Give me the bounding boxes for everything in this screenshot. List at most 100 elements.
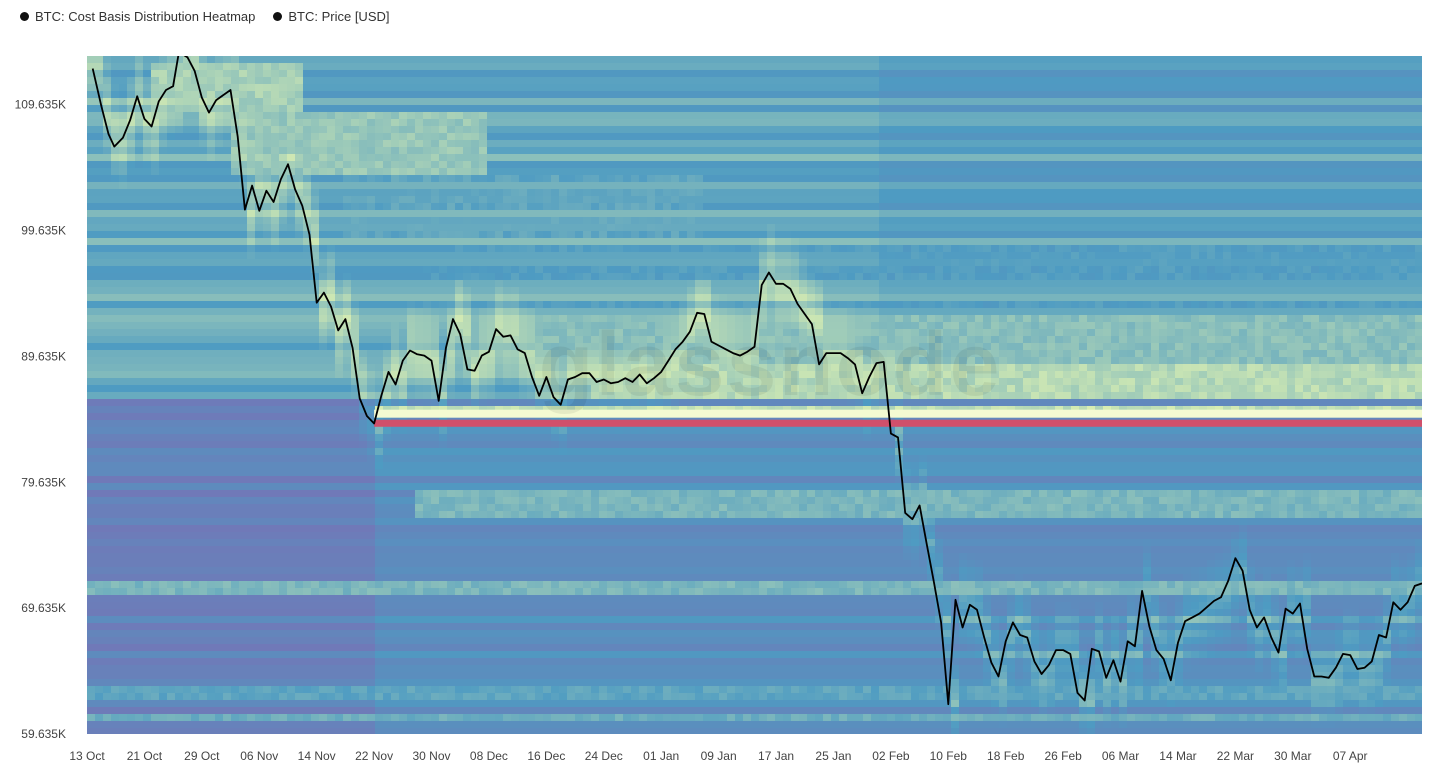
heatmap-cell <box>751 112 760 120</box>
heatmap-cell <box>183 119 192 127</box>
heatmap-cell <box>1071 196 1080 204</box>
heatmap-cell <box>639 56 648 64</box>
heatmap-cell <box>871 77 880 85</box>
heatmap-cell <box>1295 63 1304 71</box>
heatmap-cell <box>1047 252 1056 260</box>
heatmap-cell <box>863 140 872 148</box>
heatmap-cell <box>127 238 136 246</box>
heatmap-cell <box>887 56 896 64</box>
heatmap-cell <box>1415 140 1422 148</box>
heatmap-cell <box>247 70 256 78</box>
heatmap-cell <box>1159 70 1168 78</box>
legend-item-price[interactable]: BTC: Price [USD] <box>273 9 389 24</box>
heatmap-cell <box>495 84 504 92</box>
heatmap-cell <box>1023 91 1032 99</box>
heatmap-cell <box>991 126 1000 134</box>
heatmap-cell <box>1055 105 1064 113</box>
heatmap-cell <box>1407 70 1416 78</box>
heatmap-cell <box>231 84 240 92</box>
heatmap-cell <box>191 182 200 190</box>
heatmap-cell <box>1151 63 1160 71</box>
heatmap-cell <box>671 91 680 99</box>
heatmap-cell <box>247 189 256 197</box>
heatmap-cell <box>1079 133 1088 141</box>
heatmap-cell <box>1279 154 1288 162</box>
heatmap-cell <box>1271 119 1280 127</box>
heatmap-cell <box>279 98 288 106</box>
heatmap-cell <box>1047 70 1056 78</box>
heatmap-cell <box>287 154 296 162</box>
heatmap-cell <box>1359 245 1368 253</box>
heatmap-cell <box>1071 63 1080 71</box>
heatmap-cell <box>999 77 1008 85</box>
heatmap-cell <box>655 91 664 99</box>
heatmap-cell <box>623 98 632 106</box>
heatmap-cell <box>359 203 368 211</box>
heatmap-cell <box>943 168 952 176</box>
heatmap-cell <box>1039 231 1048 239</box>
heatmap-cell <box>1039 126 1048 134</box>
heatmap-cell <box>1399 203 1408 211</box>
heatmap-cell <box>615 147 624 155</box>
heatmap-cell <box>927 210 936 218</box>
heatmap-cell <box>247 133 256 141</box>
heatmap-cell <box>735 56 744 64</box>
heatmap-cell <box>151 231 160 239</box>
heatmap-cell <box>751 231 760 239</box>
heatmap-cell <box>271 252 280 260</box>
heatmap-cell <box>375 133 384 141</box>
heatmap-cell <box>159 238 168 246</box>
heatmap-cell <box>1087 210 1096 218</box>
heatmap-cell <box>1159 203 1168 211</box>
heatmap-cell <box>967 105 976 113</box>
heatmap-cell <box>1383 203 1392 211</box>
heatmap-cell <box>847 126 856 134</box>
heatmap-cell <box>1015 70 1024 78</box>
heatmap-cell <box>375 161 384 169</box>
heatmap-cell <box>1159 126 1168 134</box>
heatmap-cell <box>463 154 472 162</box>
heatmap-cell <box>223 126 232 134</box>
heatmap-cell <box>495 91 504 99</box>
heatmap-cell <box>1343 182 1352 190</box>
heatmap-cell <box>727 217 736 225</box>
heatmap-cell <box>271 189 280 197</box>
heatmap-cell <box>1167 196 1176 204</box>
heatmap-cell <box>279 126 288 134</box>
heatmap-cell <box>327 133 336 141</box>
heatmap-cell <box>903 147 912 155</box>
heatmap-cell <box>663 98 672 106</box>
heatmap-cell <box>351 231 360 239</box>
heatmap-cell <box>1295 210 1304 218</box>
heatmap-cell <box>719 147 728 155</box>
heatmap-cell <box>1271 77 1280 85</box>
heatmap-cell <box>1383 84 1392 92</box>
heatmap-cell <box>743 63 752 71</box>
heatmap-cell <box>119 84 128 92</box>
heatmap-cell <box>743 140 752 148</box>
heatmap-cell <box>967 175 976 183</box>
heatmap-cell <box>887 70 896 78</box>
heatmap-cell <box>1095 133 1104 141</box>
heatmap-cell <box>847 77 856 85</box>
heatmap-cell <box>495 119 504 127</box>
heatmap-cell <box>495 217 504 225</box>
heatmap-cell <box>783 154 792 162</box>
heatmap-cell <box>1151 252 1160 260</box>
heatmap-cell <box>927 189 936 197</box>
heatmap-cell <box>159 203 168 211</box>
heatmap-cell <box>815 91 824 99</box>
heatmap-cell <box>567 140 576 148</box>
heatmap-cell <box>1119 70 1128 78</box>
heatmap-cell <box>959 196 968 204</box>
legend-item-heatmap[interactable]: BTC: Cost Basis Distribution Heatmap <box>20 9 255 24</box>
heatmap-cell <box>599 77 608 85</box>
heatmap-cell <box>551 112 560 120</box>
heatmap-cell <box>375 140 384 148</box>
heatmap-cell <box>407 140 416 148</box>
heatmap-cell <box>1055 84 1064 92</box>
heatmap-cell <box>919 98 928 106</box>
heatmap-cell <box>487 105 496 113</box>
heatmap-cell <box>239 126 248 134</box>
